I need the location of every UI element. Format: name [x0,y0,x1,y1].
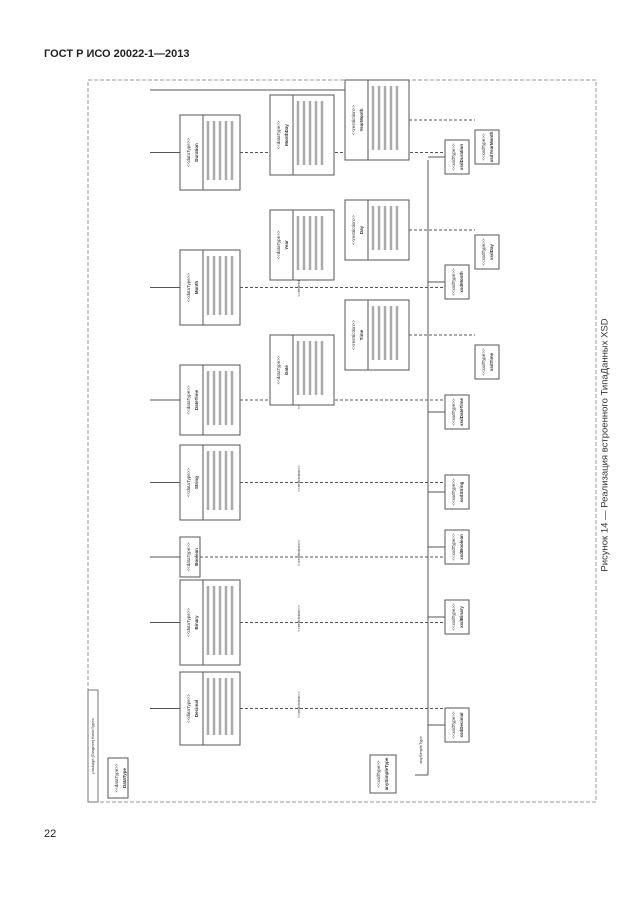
xsd-string-name: xsdString [459,481,464,502]
xsd-binary-stereotype: <<xsdType>> [451,603,456,631]
root-type-name: anySimpleType [384,757,389,790]
xsd-duration-box [444,139,470,175]
xsd-month-name: xsdMonth [459,271,464,292]
restriction-label: <<restriction>> [296,269,301,296]
class-binary-name: Binary [194,615,199,630]
class-time-stereotype: <<restriction>> [351,320,356,350]
datatype-class-name: DataType [122,768,127,788]
xsd-binary-name: xsdBinary [459,606,464,628]
xsd-outer-time-box [474,344,500,380]
class-duration-stereotype: <<dataType>> [186,138,191,167]
class-date-name: Date [284,365,289,375]
class-year-name: Year [284,240,289,250]
xsd-boolean-name: xsdBoolean [459,534,464,560]
root-type-stereotype: <<xsdType>> [376,760,381,788]
class-boolean-name: Boolean [194,548,199,566]
xsd-datetime-box [444,394,470,430]
class-year-box [269,209,335,281]
class-string-box [179,444,241,521]
xsd-outer-time-name: xsdTime [489,352,494,371]
package-label: package [Diagram] BasicTypes [90,718,95,773]
class-monthday-name: MonthDay [284,124,289,146]
class-monthday-stereotype: <<dataType>> [276,120,281,149]
class-yearmonth-name: YearMonth [359,108,364,131]
xsd-decimal-box [444,707,470,743]
class-duration-name: Duration [194,143,199,162]
class-month-stereotype: <<dataType>> [186,273,191,302]
xsd-datetime-stereotype: <<xsdType>> [451,398,456,426]
figure-caption: Рисунок 14 — Реализация встроенного Типа… [599,318,611,572]
xsd-outer-day-stereotype: <<xsdType>> [481,238,486,266]
class-string-stereotype: <<dataType>> [186,468,191,497]
class-boolean-stereotype: <<dataType>> [186,542,191,571]
restriction-label: <<restriction>> [296,604,301,631]
xsd-decimal-stereotype: <<xsdType>> [451,711,456,739]
restriction-label: <<restriction>> [296,464,301,491]
xsd-datetime-name: xsdDateTime [459,398,464,426]
class-day-stereotype: <<restriction>> [351,215,356,245]
xsd-duration-name: xsdDuration [459,144,464,171]
xsd-month-stereotype: <<xsdType>> [451,268,456,296]
class-date-box [269,334,335,406]
class-binary-stereotype: <<dataType>> [186,608,191,637]
datatype-class-box [107,757,129,799]
class-string-name: String [194,476,199,489]
xsd-outer-yearmonth-box [474,129,500,165]
package-label-tab [87,689,99,803]
class-yearmonth-box [344,79,410,161]
xsd-outer-yearmonth-stereotype: <<xsdType>> [481,133,486,161]
xsd-string-stereotype: <<xsdType>> [451,478,456,506]
class-time-name: Time [359,329,364,340]
page-number: 22 [44,828,57,840]
xsd-decimal-name: xsdDecimal [459,712,464,737]
class-month-name: Month [194,281,199,295]
class-year-stereotype: <<dataType>> [276,230,281,259]
class-binary-box [179,579,241,666]
root-link-label: anySimpleType [418,736,423,764]
xsd-month-box [444,264,470,300]
xsd-outer-yearmonth-name: xsdYearMonth [489,131,494,162]
class-yearmonth-stereotype: <<restriction>> [351,105,356,135]
document-header: ГОСТ Р ИСО 20022-1—2013 [44,48,190,60]
package-frame [87,79,597,803]
xsd-outer-day-box [474,234,500,270]
class-decimal-stereotype: <<dataType>> [186,694,191,723]
class-datetime-stereotype: <<dataType>> [186,385,191,414]
xsd-binary-box [444,599,470,635]
xsd-outer-time-stereotype: <<xsdType>> [481,348,486,376]
xsd-string-box [444,474,470,510]
class-date-stereotype: <<dataType>> [276,355,281,384]
class-datetime-name: DateTime [194,389,199,410]
class-month-box [179,249,241,326]
class-day-name: Day [359,225,364,234]
root-type-box [369,754,397,794]
xsd-boolean-stereotype: <<xsdType>> [451,533,456,561]
class-datetime-box [179,364,241,436]
datatype-class-stereotype: <<dataType>> [114,763,119,792]
xsd-boolean-box [444,529,470,565]
class-decimal-name: Decimal [194,700,199,717]
restriction-label: <<restriction>> [296,690,301,717]
xsd-duration-stereotype: <<xsdType>> [451,143,456,171]
restriction-label: <<restriction>> [296,539,301,566]
class-time-box [344,299,410,371]
class-monthday-box [269,94,335,176]
xsd-outer-day-name: xsdDay [489,244,494,261]
